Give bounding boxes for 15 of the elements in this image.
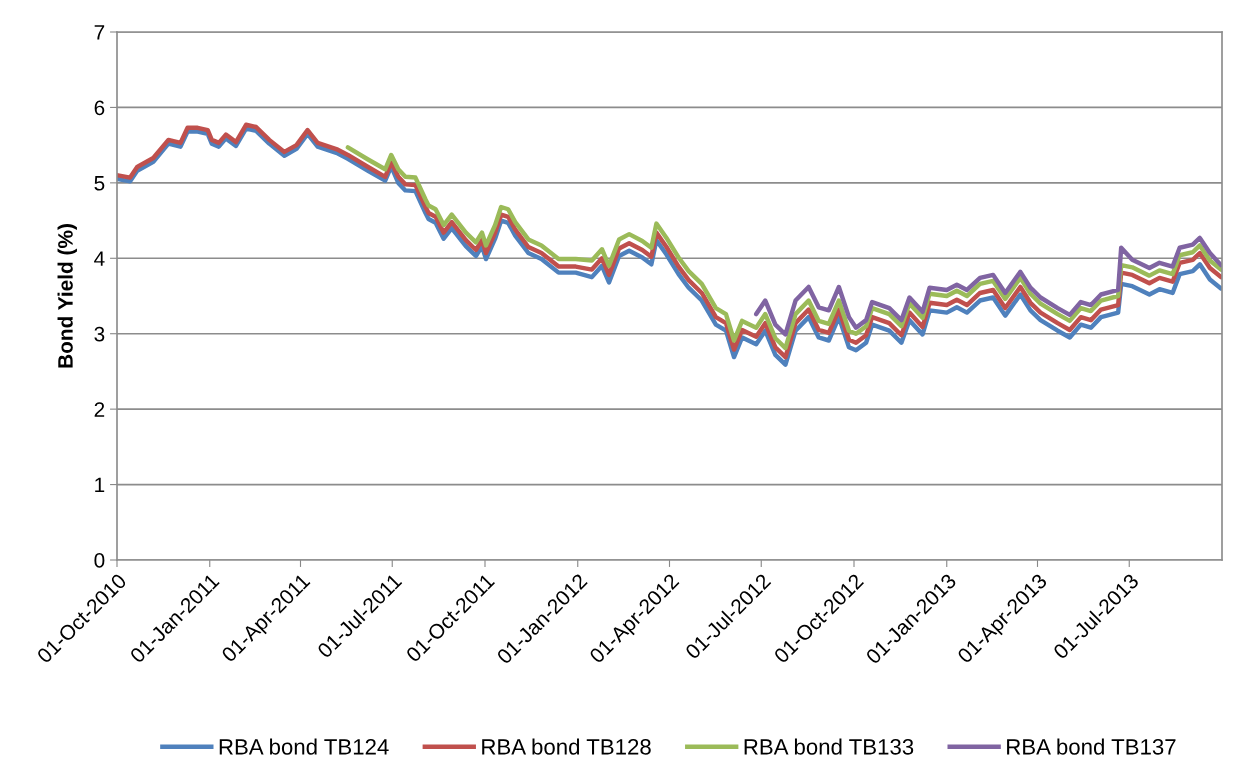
legend-label: RBA bond TB128 bbox=[482, 738, 651, 755]
y-tick-label: 0 bbox=[94, 553, 105, 568]
y-tick-label: 5 bbox=[94, 176, 105, 191]
y-tick-label: 6 bbox=[94, 100, 105, 116]
y-tick-label: 4 bbox=[94, 251, 105, 266]
legend-label: RBA bond TB137 bbox=[1007, 738, 1176, 755]
legend-label: RBA bond TB124 bbox=[219, 738, 389, 755]
legend-label: RBA bond TB133 bbox=[744, 738, 914, 755]
line-series bbox=[753, 235, 1222, 337]
y-tick-label: 7 bbox=[94, 25, 105, 40]
line-series bbox=[345, 145, 1222, 351]
y-axis-title: Bond Yield (%) bbox=[57, 224, 77, 368]
y-tick-label: 2 bbox=[94, 402, 105, 417]
y-tick-label: 1 bbox=[95, 477, 105, 493]
y-tick-label: 3 bbox=[94, 326, 105, 342]
